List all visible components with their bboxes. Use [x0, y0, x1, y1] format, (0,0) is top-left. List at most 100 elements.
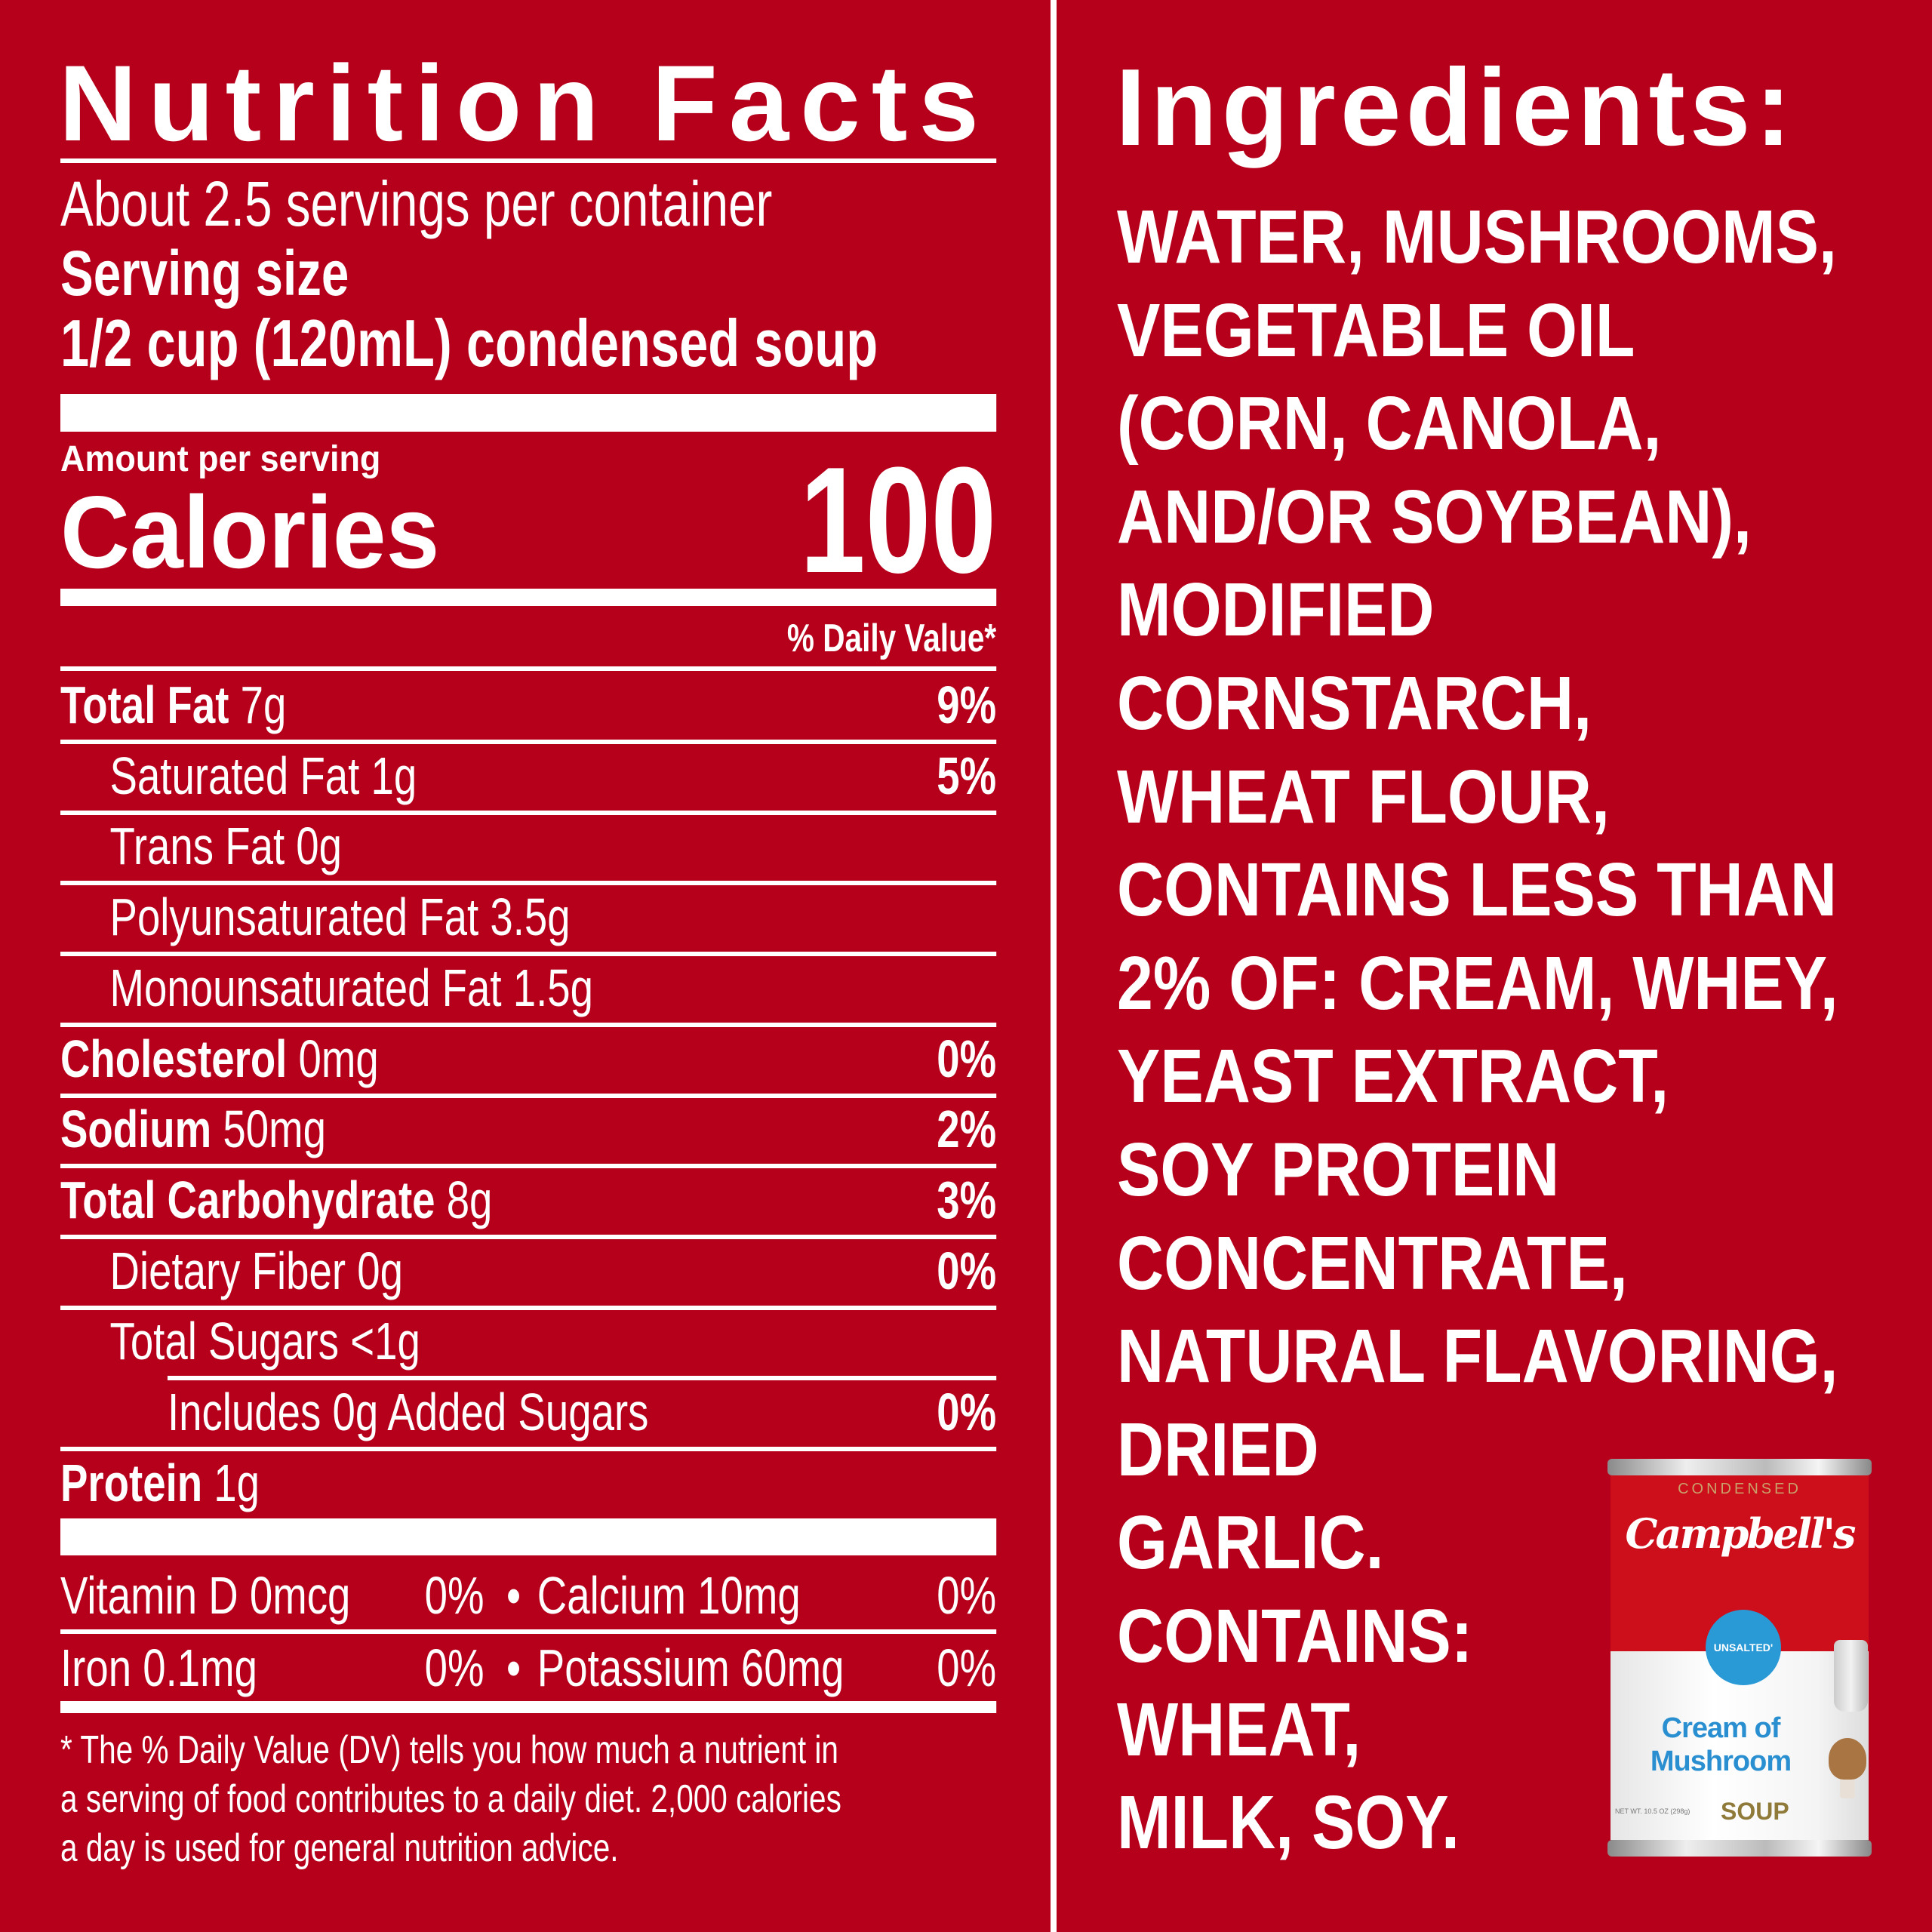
nutrient-daily-value: 0% [937, 1383, 997, 1441]
mineral-name: Potassium 60mg [537, 1638, 844, 1697]
nutrient-name: Polyunsaturated Fat [109, 888, 479, 947]
nutrient-daily-value: 9% [937, 675, 997, 734]
nutrient-row: Polyunsaturated Fat 3.5g [60, 884, 996, 949]
vitamin-name: Vitamin D 0mcg [60, 1566, 351, 1625]
nutrient-amount: 7g [240, 675, 287, 734]
nutrient-row: Total Carbohydrate 8g 3% [60, 1168, 996, 1232]
ingredient-line: WHEAT FLOUR, [1117, 754, 1610, 839]
nutrient-name: Monounsaturated Fat [109, 958, 502, 1017]
vitamin-daily-value: 0% [424, 1566, 485, 1625]
nutrient-row: Monounsaturated Fat 1.5g [60, 955, 996, 1020]
net-weight: NET WT. 10.5 OZ (298g) [1615, 1807, 1690, 1815]
mineral-daily-value: 0% [937, 1566, 997, 1625]
variety-line: Mushroom [1650, 1746, 1792, 1777]
nutrition-facts-panel: About 2.5 servings per container Serving… [60, 0, 997, 1932]
nutrient-row: Dietary Fiber 0g 0% [60, 1238, 997, 1303]
calories-label: Calories [60, 475, 440, 589]
serving-size-label: Serving size [60, 238, 349, 309]
nutrient-name-amount: Total Fat 7g [60, 672, 286, 737]
nutrient-name-amount: Dietary Fiber 0g [110, 1238, 403, 1303]
nutrient-row: Total Fat 7g 9% [60, 672, 996, 737]
row-divider [60, 952, 997, 957]
ingredient-line: MILK, SOY. [1117, 1780, 1460, 1866]
row-divider [60, 1164, 997, 1169]
bullet-separator: • [506, 1566, 521, 1625]
ingredient-line: SOY PROTEIN [1117, 1127, 1560, 1212]
row-divider [167, 1376, 997, 1381]
nutrient-amount: 1g [214, 1453, 260, 1512]
row-divider [60, 1447, 997, 1451]
nutrient-row: Protein 1g [60, 1451, 996, 1515]
nutrient-row: Saturated Fat 1g 5% [60, 743, 997, 808]
vitamin-row: Iron 0.1mg 0% • Potassium 60mg 0% [60, 1636, 996, 1700]
divider-thick [60, 1518, 997, 1555]
nutrient-row: Total Sugars <1g [60, 1309, 996, 1374]
nutrient-amount: <1g [350, 1312, 420, 1371]
nutrient-name-amount: Cholesterol 0mg [60, 1026, 379, 1091]
nutrient-name-amount: Total Carbohydrate 8g [60, 1168, 492, 1232]
soup-can-image: CONDENSED Campbell's UNSALTED' Cream of M… [1607, 1459, 1872, 1864]
nutrient-name-amount: Total Sugars <1g [110, 1309, 420, 1374]
footnote-line: a serving of food contributes to a daily… [60, 1777, 841, 1821]
row-divider [60, 881, 997, 886]
mineral-name: Calcium 10mg [537, 1566, 801, 1625]
nutrient-row: Cholesterol 0mg 0% [60, 1026, 996, 1091]
ingredient-line: GARLIC. [1117, 1500, 1384, 1586]
nutrient-amount: 50mg [223, 1100, 326, 1159]
campbells-logo: Campbell's [1625, 1509, 1857, 1558]
row-divider [60, 810, 997, 815]
ingredient-line: VEGETABLE OIL [1117, 288, 1635, 373]
ingredient-line: YEAST EXTRACT, [1117, 1034, 1669, 1119]
divider-medium [60, 589, 997, 606]
nutrient-name: Includes 0g Added Sugars [167, 1383, 649, 1441]
nutrient-name-amount: Trans Fat 0g [110, 814, 343, 878]
variety-line: Cream of [1661, 1712, 1781, 1744]
nutrition-facts-title: Nutrition Facts [59, 44, 990, 164]
nutrient-name: Sodium [60, 1100, 212, 1159]
calories-value: 100 [799, 436, 997, 605]
nutrient-daily-value: 3% [937, 1170, 997, 1229]
nutrient-name: Dietary Fiber [109, 1241, 346, 1300]
nutrient-name: Total Carbohydrate [60, 1170, 435, 1229]
can-variety: Cream of Mushroom [1638, 1712, 1804, 1778]
nutrient-name: Trans Fat [109, 817, 285, 876]
nutrient-name: Total Sugars [109, 1312, 340, 1371]
divider-thin [60, 158, 997, 163]
amount-per-serving: Amount per serving [60, 439, 381, 479]
nutrient-row: Trans Fat 0g [60, 814, 996, 878]
divider-thick [60, 394, 997, 432]
nutrient-name: Total Fat [60, 675, 229, 734]
ingredient-line: DRIED [1117, 1407, 1319, 1492]
ingredient-line: 2% OF: CREAM, WHEY, [1117, 940, 1838, 1026]
ingredients-title: Ingredients: [1115, 46, 1796, 168]
serving-size-value: 1/2 cup (120mL) condensed soup [60, 306, 878, 380]
vitamin-row: Vitamin D 0mcg 0% • Calcium 10mg 0% [60, 1564, 996, 1627]
nutrient-daily-value: 0% [937, 1029, 997, 1088]
daily-value-header: % Daily Value* [786, 617, 997, 660]
ingredient-line: CONCENTRATE, [1117, 1220, 1628, 1306]
can-soup-text: SOUP [1721, 1798, 1789, 1825]
row-divider [60, 1234, 997, 1239]
can-rim-bottom [1607, 1840, 1872, 1857]
nutrient-name: Protein [60, 1453, 203, 1512]
nutrient-name-amount: Saturated Fat 1g [110, 743, 417, 808]
ingredients-list: WATER, MUSHROOMS, VEGETABLE OIL (CORN, CAN… [1117, 191, 1838, 1870]
ingredient-line: CONTAINS: [1117, 1593, 1473, 1678]
nutrient-name-amount: Polyunsaturated Fat 3.5g [110, 884, 571, 949]
nutrient-name-amount: Includes 0g Added Sugars [168, 1380, 648, 1444]
ingredient-line: MODIFIED [1117, 568, 1435, 653]
panel-divider [1051, 0, 1057, 1932]
vitamin-daily-value: 0% [424, 1638, 485, 1697]
divider-thin [60, 666, 997, 671]
nutrient-amount: 8g [446, 1170, 493, 1229]
nutrient-name: Saturated Fat [109, 746, 360, 805]
mineral-daily-value: 0% [937, 1638, 997, 1697]
can-rim-top [1607, 1459, 1872, 1475]
nutrient-daily-value: 0% [937, 1241, 997, 1300]
ingredient-line: CONTAINS LESS THAN [1117, 848, 1837, 933]
row-divider [60, 1022, 997, 1027]
nutrient-name-amount: Monounsaturated Fat 1.5g [110, 955, 593, 1020]
ingredient-line: WHEAT, [1117, 1687, 1361, 1772]
ingredient-line: NATURAL FLAVORING, [1117, 1314, 1838, 1399]
can-condensed-text: CONDENSED [1678, 1481, 1801, 1497]
